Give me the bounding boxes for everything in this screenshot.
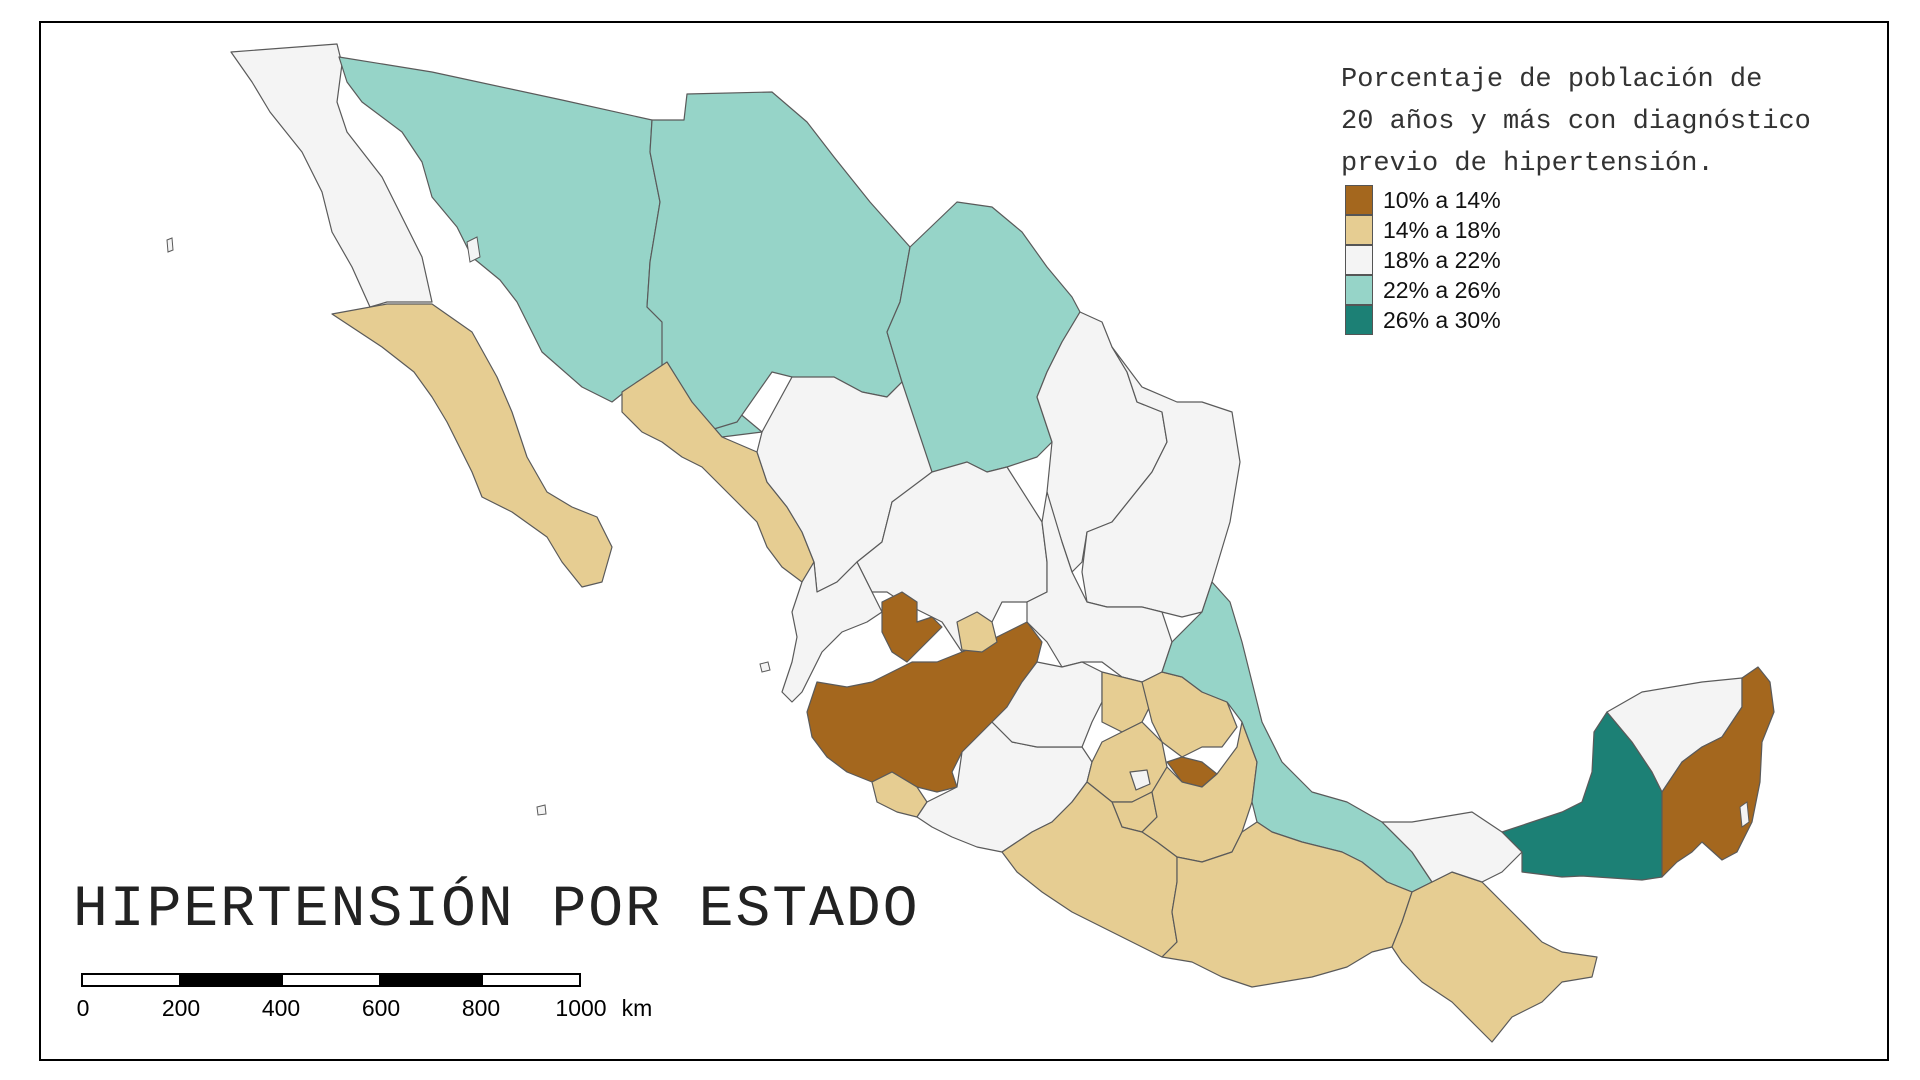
legend-item-14-18: 14% a 18% (1345, 215, 1887, 245)
map-title: HIPERTENSIÓN POR ESTADO (73, 878, 920, 943)
map-frame: Porcentaje de población de 20 años y más… (39, 21, 1889, 1061)
mexico-choropleth-map (166, 43, 1775, 1043)
legend-label-10-14: 10% a 14% (1383, 186, 1501, 213)
legend-title-line-3: previo de hipertensión. (1341, 149, 1714, 179)
scale-bar-segment-5 (481, 973, 581, 987)
legend-title-line-2: 20 años y más con diagnóstico (1341, 107, 1811, 137)
legend-label-18-22: 18% a 22% (1383, 246, 1501, 273)
scale-bar-unit: km (621, 995, 653, 1021)
legend-label-14-18: 14% a 18% (1383, 216, 1501, 243)
scale-bar-tick-1000: 1000 (555, 995, 607, 1021)
legend-item-10-14: 10% a 14% (1345, 185, 1887, 215)
state-baja-california-sur (331, 303, 613, 588)
legend-item-26-30: 26% a 30% (1345, 305, 1887, 335)
island-tiburon (466, 236, 481, 263)
scale-bar-tick-600: 600 (361, 995, 401, 1021)
scale-bar-segment-4 (381, 973, 481, 987)
legend-swatch-10-14 (1345, 185, 1373, 215)
state-guanajuato (991, 661, 1103, 748)
legend-swatch-18-22 (1345, 245, 1373, 275)
legend-item-18-22: 18% a 22% (1345, 245, 1887, 275)
legend-swatch-22-26 (1345, 275, 1373, 305)
legend-label-22-26: 22% a 26% (1383, 276, 1501, 303)
scale-bar-tick-0: 0 (76, 995, 90, 1021)
state-sinaloa (621, 361, 815, 583)
scale-bar-tick-200: 200 (161, 995, 201, 1021)
legend-label-26-30: 26% a 30% (1383, 306, 1501, 333)
legend-swatch-14-18 (1345, 215, 1373, 245)
state-baja-california (230, 43, 433, 308)
state-chihuahua (646, 91, 911, 433)
state-ciudad-de-mexico (1129, 769, 1151, 791)
scale-bar-segment-1 (81, 973, 181, 987)
legend-swatch-26-30 (1345, 305, 1373, 335)
state-chiapas (1391, 871, 1598, 1043)
island-guadalupe (166, 237, 174, 253)
state-tabasco (1381, 811, 1523, 883)
scale-bar: 0 200 400 600 800 1000 km (77, 973, 652, 1033)
scale-bar-segment-3 (281, 973, 381, 987)
legend-title-line-1: Porcentaje de población de (1341, 65, 1763, 95)
scale-bar-segment-2 (181, 973, 281, 987)
islet-revillagigedo-1 (759, 661, 771, 673)
state-zacatecas (856, 461, 1048, 653)
legend-item-22-26: 22% a 26% (1345, 275, 1887, 305)
state-nayarit (781, 561, 883, 703)
islet-cozumel (1739, 801, 1750, 828)
state-zacatecas-south-pocket (881, 591, 943, 663)
legend: Porcentaje de población de 20 años y más… (1341, 59, 1887, 335)
state-aguascalientes (956, 611, 998, 653)
legend-title: Porcentaje de población de 20 años y más… (1341, 59, 1887, 185)
scale-bar-tick-400: 400 (261, 995, 301, 1021)
scale-bar-tick-800: 800 (461, 995, 501, 1021)
islet-revillagigedo-2 (536, 804, 547, 816)
